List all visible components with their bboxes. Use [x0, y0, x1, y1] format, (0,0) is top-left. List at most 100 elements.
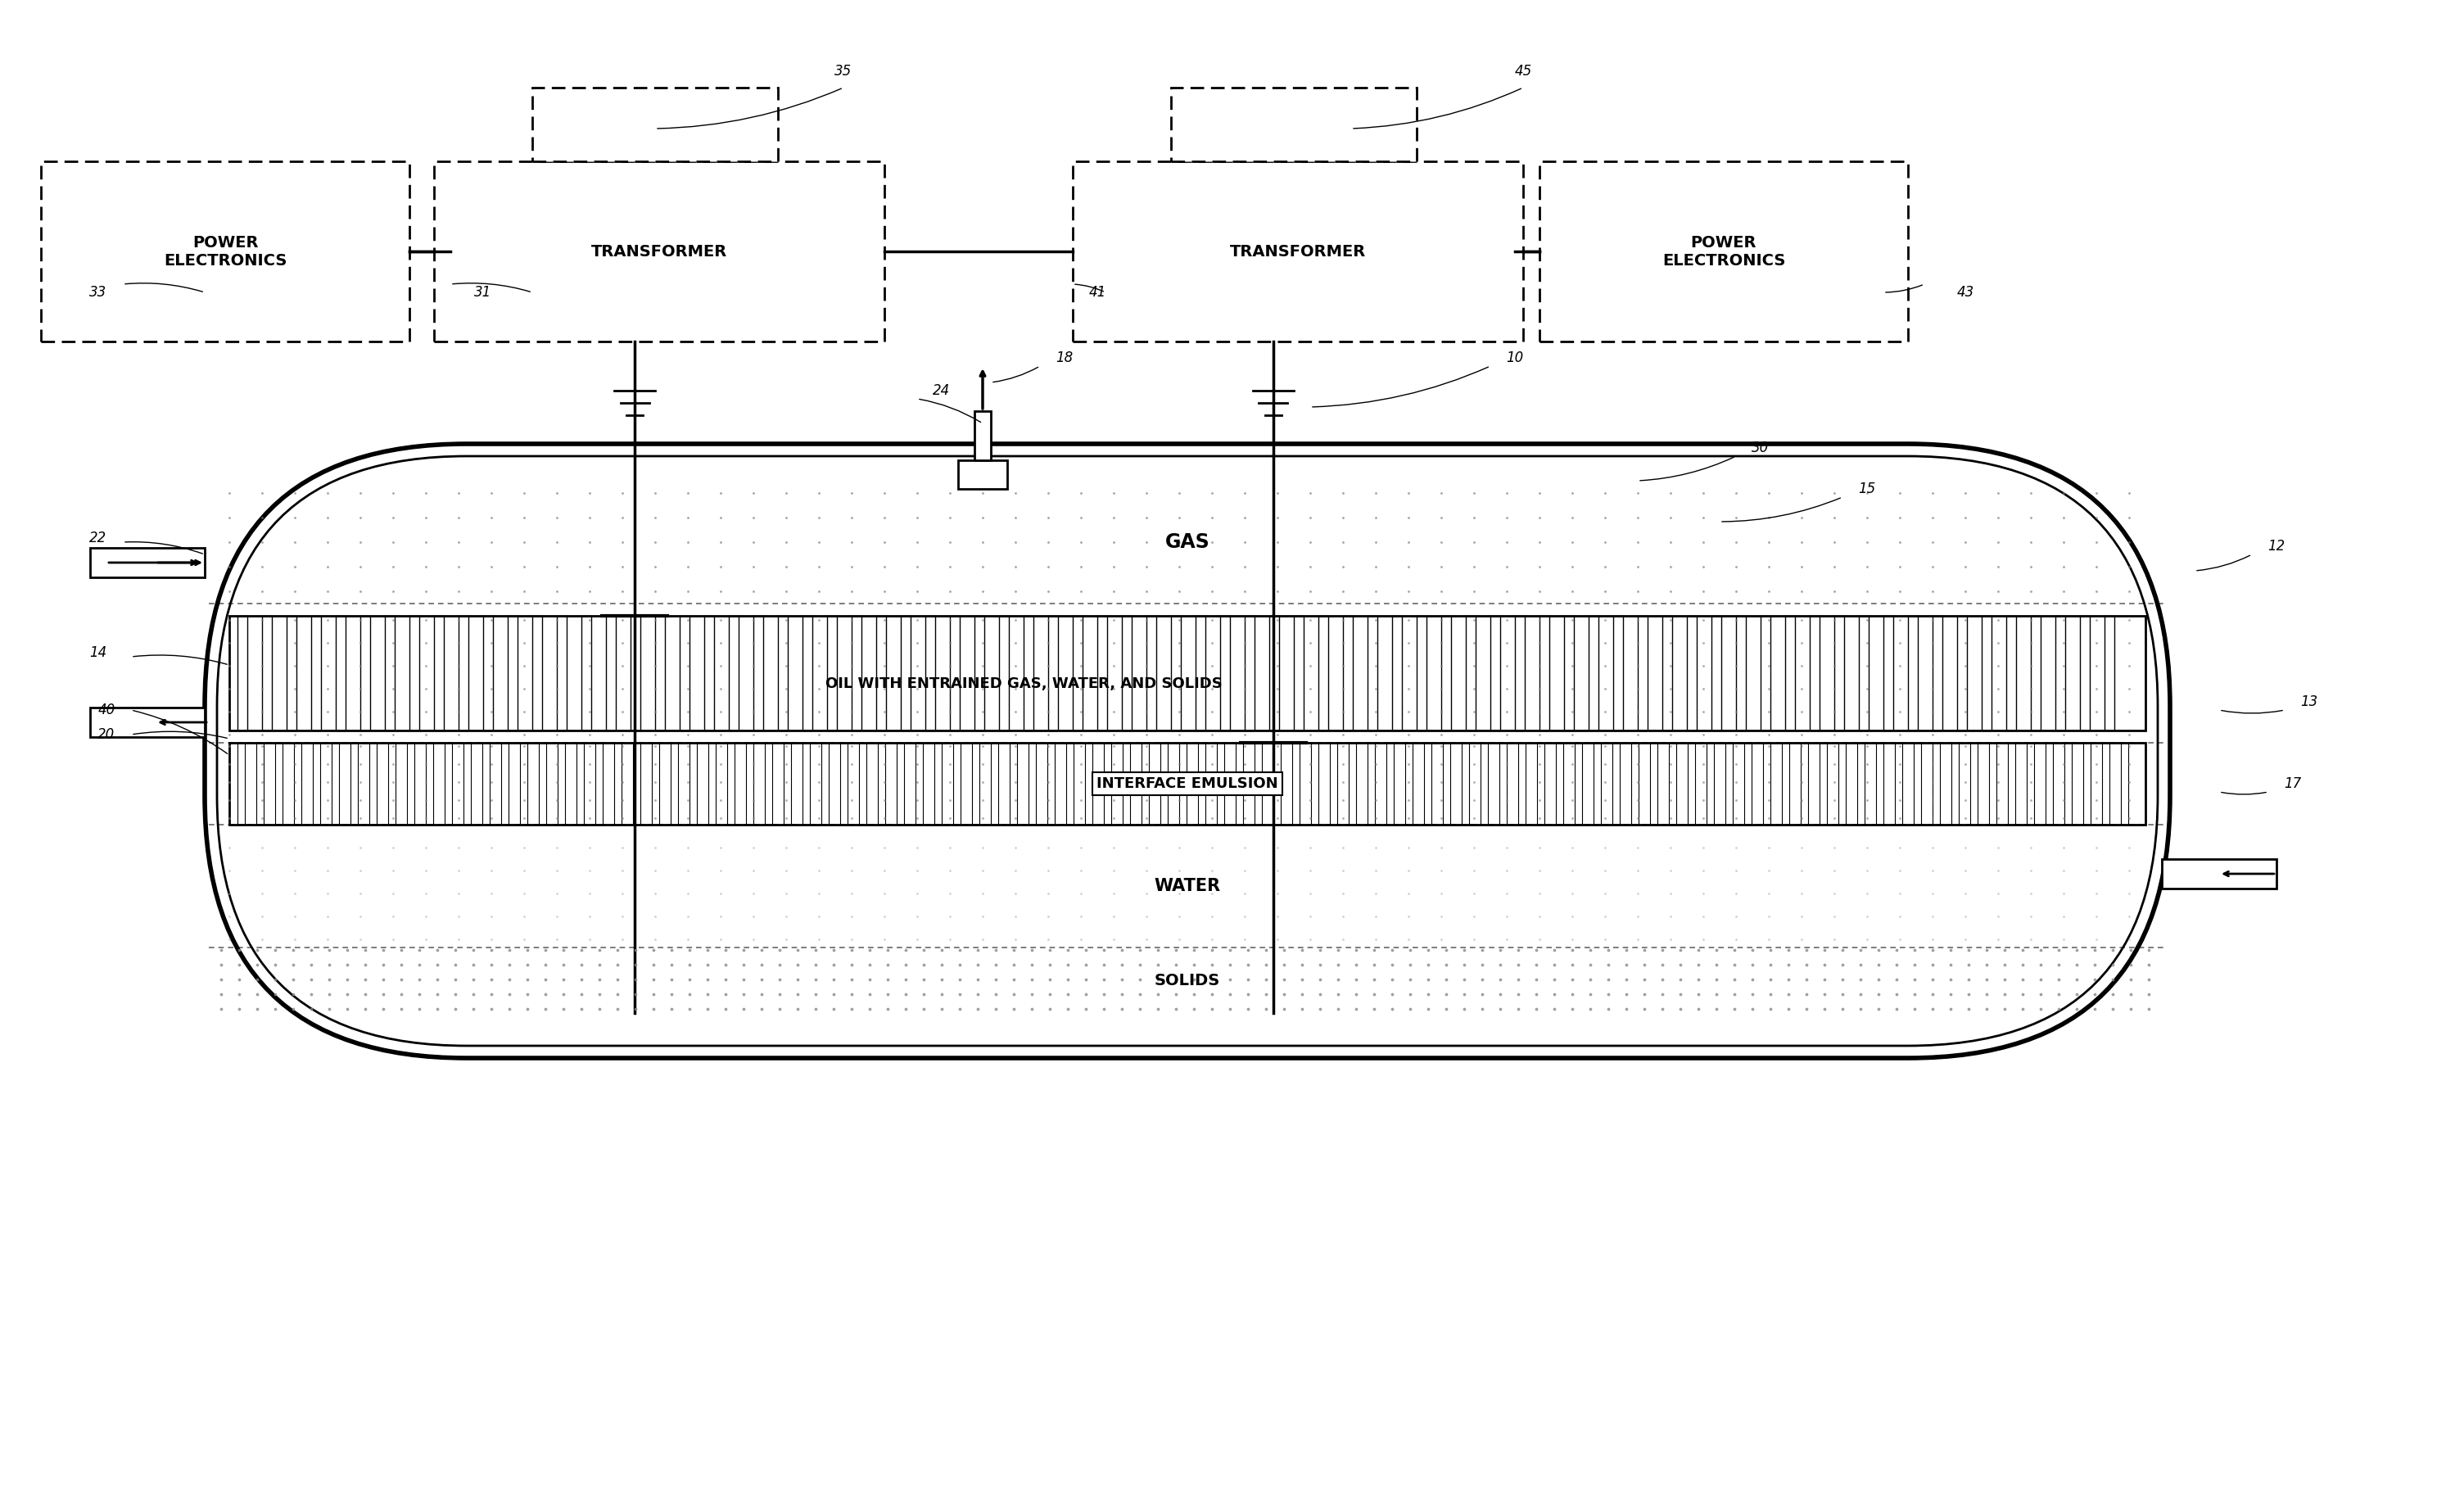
Bar [557, 616, 567, 731]
Bar [407, 743, 414, 824]
Bar [1895, 743, 1902, 824]
Bar [335, 616, 345, 731]
Bar [409, 616, 419, 731]
Bar [1368, 743, 1375, 824]
Bar [1875, 743, 1882, 824]
Bar [840, 743, 848, 824]
Bar [784, 743, 791, 824]
Bar [229, 743, 2146, 824]
Bar [1882, 616, 1892, 731]
Bar [434, 616, 444, 731]
Bar [2045, 743, 2053, 824]
Bar [2161, 859, 2277, 888]
Bar [680, 616, 690, 731]
Bar [954, 743, 961, 824]
Bar [1343, 616, 1353, 731]
Bar [1404, 743, 1412, 824]
Bar [370, 743, 377, 824]
Bar [1971, 743, 1979, 824]
Bar [633, 743, 641, 824]
Text: 18: 18 [1057, 351, 1074, 365]
Text: 12: 12 [2267, 539, 2284, 554]
Bar [631, 616, 641, 731]
Bar [540, 743, 547, 824]
Bar [1501, 743, 1506, 824]
Bar [1096, 616, 1106, 731]
Bar [1555, 743, 1562, 824]
Bar [655, 616, 665, 731]
Text: 20: 20 [99, 728, 116, 743]
Bar [1424, 743, 1432, 824]
Bar [1781, 743, 1789, 824]
Bar [229, 616, 2146, 731]
Bar [1170, 616, 1180, 731]
Bar [1784, 616, 1794, 731]
Bar [1818, 743, 1826, 824]
Bar [1663, 616, 1673, 731]
Bar [1311, 743, 1318, 824]
Text: POWER
ELECTRONICS: POWER ELECTRONICS [1663, 235, 1786, 268]
Bar [1217, 743, 1225, 824]
Bar [1538, 743, 1545, 824]
Bar [1981, 616, 1991, 731]
Text: 22: 22 [89, 531, 106, 546]
Bar [1291, 743, 1299, 824]
Bar [1540, 616, 1550, 731]
Bar [1838, 743, 1846, 824]
Bar [1574, 743, 1582, 824]
Bar [1708, 743, 1715, 824]
Bar [1515, 616, 1525, 731]
Text: GAS: GAS [1165, 533, 1210, 552]
Bar [614, 743, 621, 824]
Bar [1668, 743, 1676, 824]
Bar [463, 743, 471, 824]
Bar [1631, 743, 1639, 824]
Bar [1712, 616, 1722, 731]
Bar [2030, 616, 2040, 731]
Bar [350, 743, 357, 824]
Bar [1348, 743, 1355, 824]
Bar [508, 616, 517, 731]
Bar [1762, 616, 1772, 731]
FancyBboxPatch shape [434, 161, 885, 341]
Bar [973, 411, 991, 460]
Bar [821, 743, 828, 824]
Bar [532, 616, 542, 731]
Bar [1466, 616, 1476, 731]
Bar [1932, 743, 1939, 824]
Bar [1801, 743, 1809, 824]
Bar [1244, 616, 1254, 731]
Bar [779, 616, 788, 731]
Bar [333, 743, 340, 824]
Bar [764, 743, 771, 824]
Bar [727, 743, 734, 824]
Bar [557, 743, 564, 824]
Bar [256, 743, 264, 824]
Bar [205, 481, 2171, 604]
Bar [1441, 616, 1451, 731]
Bar [1614, 616, 1624, 731]
FancyBboxPatch shape [1540, 161, 1907, 341]
Bar [1833, 616, 1843, 731]
Bar [877, 743, 885, 824]
Bar [803, 743, 811, 824]
Bar [690, 743, 697, 824]
Text: 30: 30 [1752, 440, 1769, 455]
Bar [1745, 743, 1752, 824]
Bar [1688, 743, 1695, 824]
Bar [991, 743, 998, 824]
Bar [877, 616, 887, 731]
FancyBboxPatch shape [1072, 161, 1523, 341]
Text: 33: 33 [89, 286, 106, 299]
Bar [860, 743, 867, 824]
Bar [1254, 743, 1262, 824]
Bar [1988, 743, 1996, 824]
Bar [1318, 616, 1328, 731]
Text: 41: 41 [1089, 286, 1106, 299]
Bar [1146, 616, 1156, 731]
Bar [1072, 616, 1082, 731]
Bar [577, 743, 584, 824]
Bar [276, 743, 283, 824]
Bar [293, 743, 301, 824]
Bar [2102, 743, 2109, 824]
